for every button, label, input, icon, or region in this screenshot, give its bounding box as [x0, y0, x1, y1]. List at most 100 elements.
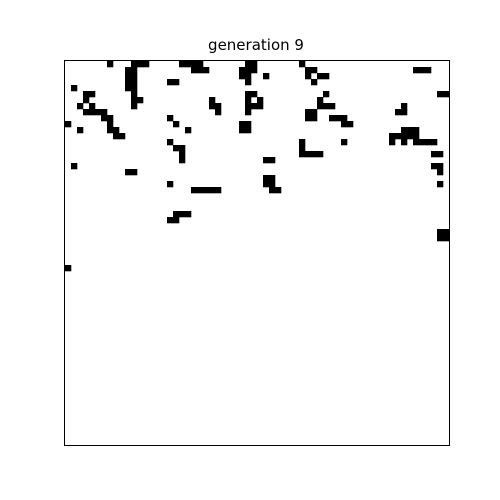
live-cell [197, 61, 203, 67]
live-cell [215, 187, 221, 193]
live-cell [71, 85, 77, 91]
live-cell [125, 67, 131, 73]
live-cell [179, 211, 185, 217]
live-cell [119, 133, 125, 139]
live-cell [347, 121, 353, 127]
live-cell [191, 67, 197, 73]
live-cell [431, 139, 437, 145]
live-cell [317, 73, 323, 79]
live-cell [245, 79, 251, 85]
live-cell [323, 103, 329, 109]
live-cell [83, 97, 89, 103]
live-cell [179, 61, 185, 67]
live-cell [215, 103, 221, 109]
live-cell [419, 67, 425, 73]
live-cell [77, 103, 83, 109]
live-cell [317, 103, 323, 109]
live-cell [113, 133, 119, 139]
live-cell [173, 145, 179, 151]
live-cell [299, 139, 305, 145]
live-cell [437, 229, 443, 235]
live-cell [101, 109, 107, 115]
live-cell [203, 187, 209, 193]
live-cell [425, 139, 431, 145]
live-cell [341, 139, 347, 145]
live-cell [203, 67, 209, 73]
live-cell [107, 121, 113, 127]
live-cell [185, 61, 191, 67]
live-cell [341, 121, 347, 127]
live-cell [443, 235, 449, 241]
live-cell [209, 97, 215, 103]
live-cell [197, 67, 203, 73]
live-cell [89, 109, 95, 115]
live-cell [131, 103, 137, 109]
live-cell [95, 109, 101, 115]
live-cell [389, 139, 395, 145]
live-cell [311, 79, 317, 85]
live-cell [305, 115, 311, 121]
live-cell [239, 127, 245, 133]
live-cell [305, 67, 311, 73]
live-cell [125, 79, 131, 85]
live-cell [173, 79, 179, 85]
live-cell [431, 163, 437, 169]
live-cell [443, 91, 449, 97]
live-cell [167, 115, 173, 121]
live-cell [251, 61, 257, 67]
live-cell [443, 229, 449, 235]
live-cell [437, 169, 443, 175]
live-cell [173, 211, 179, 217]
live-cell [245, 97, 251, 103]
live-cell [437, 151, 443, 157]
live-cell [215, 109, 221, 115]
live-cell [173, 121, 179, 127]
live-cell [257, 97, 263, 103]
live-cell [83, 91, 89, 97]
live-cell [305, 151, 311, 157]
live-cell [311, 67, 317, 73]
live-cell [107, 127, 113, 133]
live-cell [401, 133, 407, 139]
live-cell [137, 61, 143, 67]
live-cell [323, 91, 329, 97]
live-cell [437, 235, 443, 241]
live-cell [239, 73, 245, 79]
live-cell [143, 61, 149, 67]
live-cell [179, 151, 185, 157]
live-cell [125, 169, 131, 175]
live-cell [311, 109, 317, 115]
live-cell [101, 115, 107, 121]
live-cell [251, 103, 257, 109]
live-cell [173, 217, 179, 223]
live-cell [245, 109, 251, 115]
live-cell [131, 91, 137, 97]
live-cell [401, 109, 407, 115]
live-cell [251, 91, 257, 97]
live-cell [167, 217, 173, 223]
live-cell [257, 103, 263, 109]
live-cell [131, 97, 137, 103]
live-cell [431, 151, 437, 157]
life-board [64, 60, 450, 446]
live-cell [305, 73, 311, 79]
live-cell [311, 151, 317, 157]
live-cell [131, 79, 137, 85]
live-cell [269, 175, 275, 181]
live-cell [125, 73, 131, 79]
live-cell [263, 175, 269, 181]
live-cell [185, 211, 191, 217]
live-cell [131, 67, 137, 73]
live-cell [413, 67, 419, 73]
live-cell [425, 67, 431, 73]
live-cell [269, 187, 275, 193]
live-cell [245, 73, 251, 79]
live-cell [89, 103, 95, 109]
live-cell [197, 187, 203, 193]
live-cell [209, 187, 215, 193]
live-cell [299, 151, 305, 157]
live-cell [137, 97, 143, 103]
live-cell [251, 67, 257, 73]
live-cell [437, 91, 443, 97]
live-cell [245, 127, 251, 133]
